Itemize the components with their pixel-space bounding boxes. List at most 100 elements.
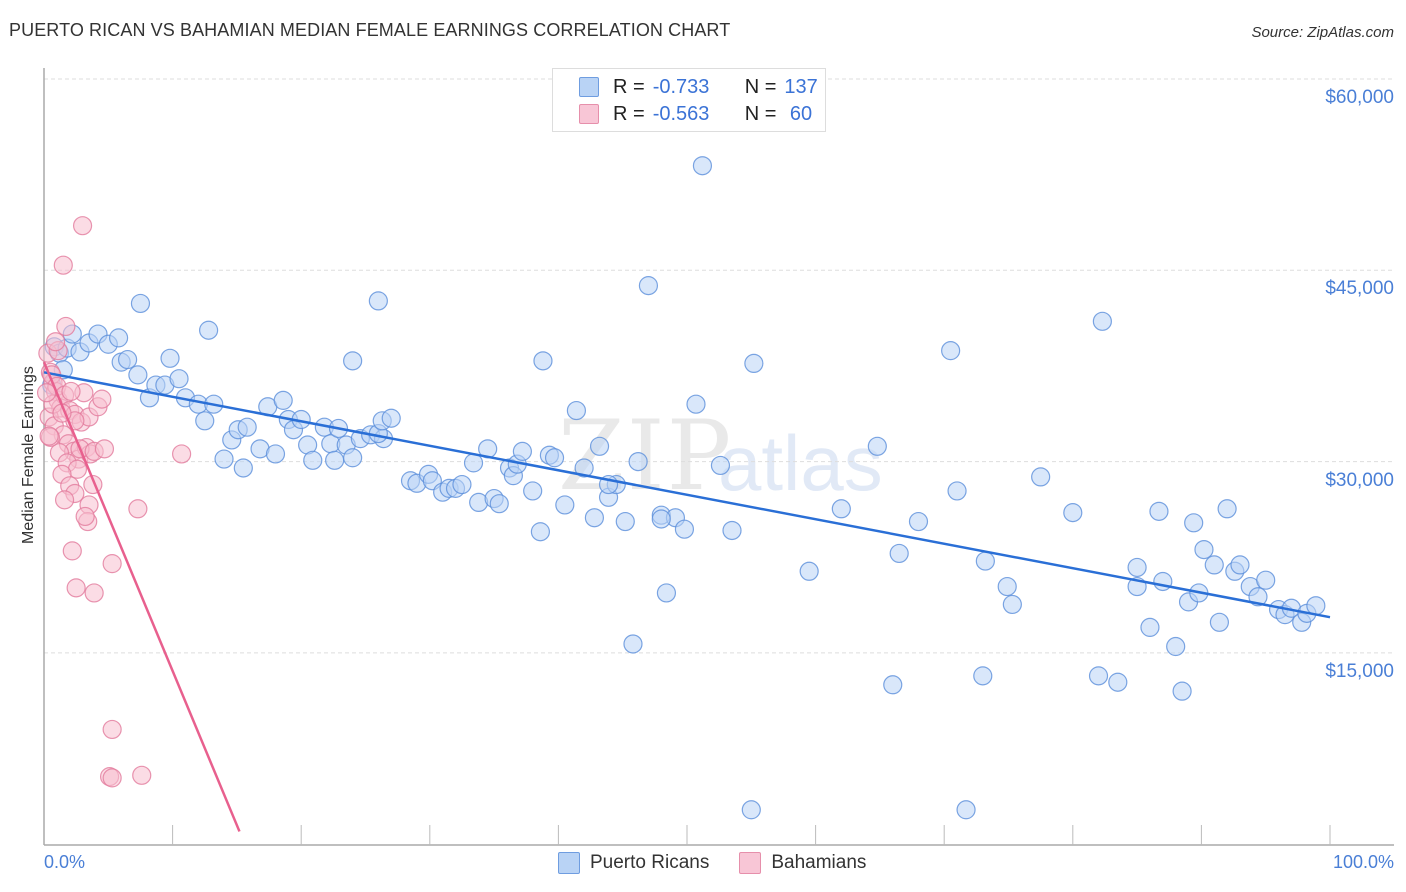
puerto-ricans-points bbox=[42, 156, 1326, 820]
chart-title: PUERTO RICAN VS BAHAMIAN MEDIAN FEMALE E… bbox=[9, 20, 731, 40]
data-point bbox=[237, 417, 257, 437]
data-point bbox=[997, 576, 1017, 597]
data-point bbox=[1140, 617, 1160, 637]
data-point bbox=[674, 519, 695, 539]
data-point bbox=[343, 448, 363, 468]
data-point bbox=[1230, 555, 1250, 575]
data-point bbox=[1149, 501, 1169, 521]
data-point bbox=[623, 634, 643, 654]
data-point bbox=[1002, 594, 1022, 615]
data-point bbox=[1108, 672, 1128, 692]
data-point bbox=[1127, 557, 1147, 578]
data-point bbox=[555, 495, 575, 515]
data-point bbox=[523, 481, 543, 501]
data-point bbox=[1184, 513, 1204, 533]
blue-swatch-icon bbox=[579, 77, 599, 97]
blue-swatch-icon bbox=[558, 852, 580, 874]
data-point bbox=[947, 481, 967, 501]
data-point bbox=[381, 408, 401, 428]
y-tick-label: $30,000 bbox=[1325, 469, 1394, 491]
pink-swatch-icon bbox=[579, 104, 599, 124]
data-point bbox=[273, 390, 293, 410]
legend-item-puerto-ricans[interactable]: Puerto Ricans bbox=[558, 852, 709, 874]
trendlines bbox=[42, 361, 1331, 832]
data-point bbox=[172, 444, 192, 464]
y-axis-label: Median Female Earnings bbox=[20, 366, 37, 544]
data-point bbox=[84, 583, 104, 603]
n-value: 137 bbox=[784, 75, 818, 98]
data-point bbox=[303, 450, 323, 470]
data-point bbox=[589, 436, 610, 456]
correlation-legend: R = -0.733 N = 137 R = -0.563 N = 60 bbox=[552, 68, 826, 132]
data-point bbox=[956, 800, 976, 820]
data-point bbox=[1306, 596, 1326, 616]
data-point bbox=[1256, 570, 1276, 590]
data-point bbox=[741, 800, 761, 820]
n-value: 60 bbox=[784, 102, 813, 125]
y-tick-label: $15,000 bbox=[1325, 660, 1394, 682]
legend-item-bahamians[interactable]: Bahamians bbox=[739, 852, 866, 874]
data-point bbox=[574, 458, 594, 478]
data-point bbox=[973, 666, 993, 686]
data-point bbox=[722, 520, 742, 541]
y-tick-label: $45,000 bbox=[1325, 278, 1394, 300]
data-point bbox=[692, 156, 713, 176]
data-point bbox=[128, 499, 148, 519]
data-point bbox=[62, 541, 82, 561]
watermark-atlas: atlas bbox=[718, 419, 883, 507]
data-point bbox=[656, 583, 677, 603]
data-point bbox=[1092, 311, 1112, 331]
data-point bbox=[628, 452, 648, 472]
data-point bbox=[94, 439, 115, 459]
bahamians-points bbox=[36, 216, 192, 788]
data-point bbox=[489, 494, 509, 514]
data-point bbox=[1194, 539, 1214, 560]
data-point bbox=[512, 441, 532, 461]
data-point bbox=[883, 675, 903, 695]
data-point bbox=[102, 554, 122, 574]
data-point bbox=[75, 506, 95, 527]
data-point bbox=[1088, 666, 1109, 686]
gridlines bbox=[44, 78, 1394, 654]
data-point bbox=[1204, 555, 1224, 575]
y-tick-label: $60,000 bbox=[1325, 87, 1394, 108]
data-point bbox=[744, 353, 764, 373]
data-point bbox=[195, 411, 215, 431]
r-label: R = bbox=[613, 102, 645, 125]
pink-swatch-icon bbox=[739, 852, 762, 874]
data-point bbox=[214, 449, 234, 469]
data-point bbox=[1166, 636, 1186, 657]
data-point bbox=[544, 448, 565, 468]
data-point bbox=[233, 458, 253, 478]
data-point bbox=[130, 293, 151, 314]
data-point bbox=[889, 543, 909, 564]
data-point bbox=[584, 508, 605, 528]
r-label: R = bbox=[613, 75, 645, 98]
data-point bbox=[941, 341, 961, 361]
x-tick-label-min: 0.0% bbox=[44, 852, 86, 872]
legend-row-puerto-ricans: R = -0.733 N = 137 bbox=[579, 74, 818, 100]
data-point bbox=[56, 316, 76, 337]
puerto-ricans-trendline bbox=[43, 371, 1331, 619]
data-point bbox=[710, 455, 731, 476]
legend-row-bahamians: R = -0.563 N = 60 bbox=[579, 101, 812, 127]
data-point bbox=[102, 768, 122, 788]
data-point bbox=[799, 561, 819, 581]
data-point bbox=[1031, 467, 1051, 487]
data-point bbox=[325, 450, 345, 470]
data-point bbox=[530, 522, 550, 542]
x-tick-label-max: 100.0% bbox=[1332, 852, 1394, 872]
data-point bbox=[1217, 499, 1237, 519]
data-point bbox=[1248, 587, 1268, 607]
data-point bbox=[39, 426, 59, 446]
data-point bbox=[686, 394, 706, 414]
data-point bbox=[533, 351, 553, 371]
data-point bbox=[651, 509, 671, 529]
x-axis-ticks bbox=[172, 825, 1331, 845]
data-point bbox=[160, 348, 180, 368]
data-point bbox=[92, 389, 112, 409]
data-point bbox=[169, 369, 189, 389]
n-label: N = bbox=[744, 102, 777, 125]
data-point bbox=[265, 444, 286, 464]
data-point bbox=[1172, 681, 1192, 701]
